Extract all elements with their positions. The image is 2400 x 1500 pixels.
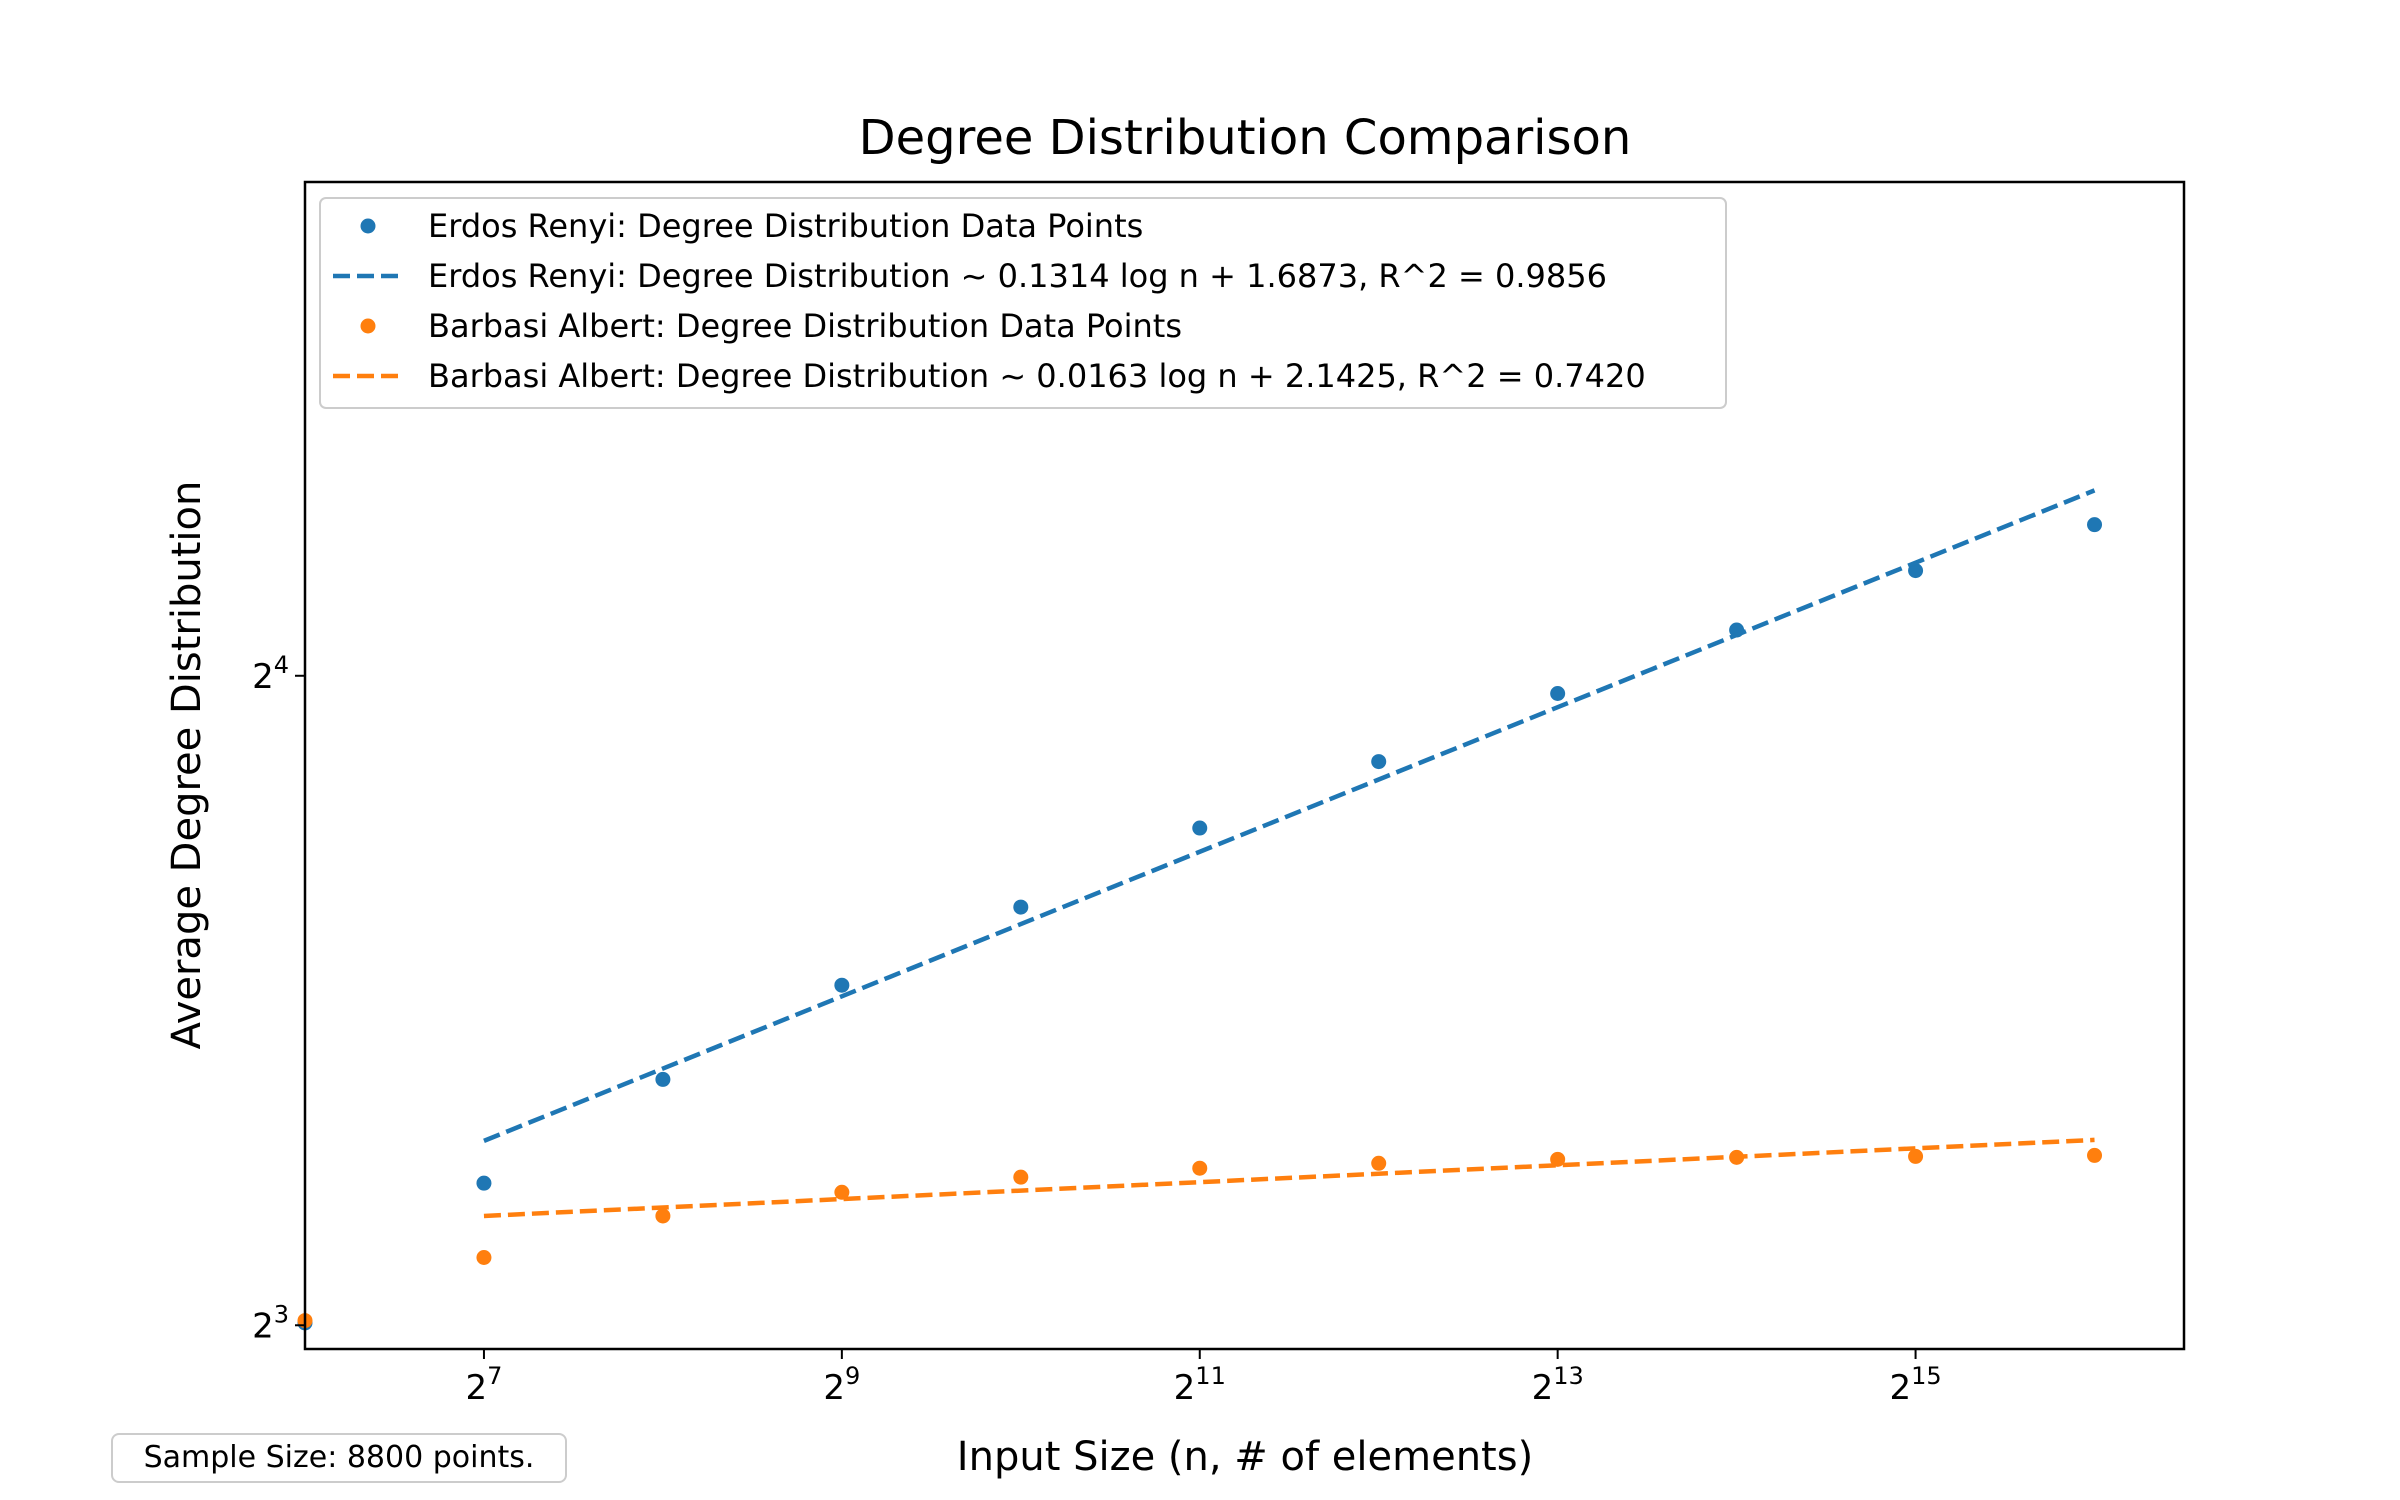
legend-entry-1: Erdos Renyi: Degree Distribution ~ 0.131… bbox=[428, 257, 1607, 295]
chart-title: Degree Distribution Comparison bbox=[859, 110, 1632, 166]
data-point-2-4 bbox=[1013, 1169, 1029, 1185]
y-tick-label-0: 23 bbox=[252, 1300, 289, 1346]
x-tick-label-3: 213 bbox=[1532, 1362, 1584, 1408]
x-axis-label: Input Size (n, # of elements) bbox=[957, 1434, 1533, 1480]
legend-entry-0: Erdos Renyi: Degree Distribution Data Po… bbox=[428, 207, 1143, 245]
fit-line-3 bbox=[483, 1137, 2095, 1219]
data-point-2-5 bbox=[1192, 1160, 1208, 1176]
plot-marks bbox=[297, 488, 2103, 1331]
data-point-0-1 bbox=[476, 1175, 492, 1191]
sample-size-note: Sample Size: 8800 points. bbox=[111, 1433, 567, 1483]
data-point-2-6 bbox=[1371, 1155, 1387, 1171]
x-tick-label-2: 211 bbox=[1174, 1362, 1226, 1408]
legend: Erdos Renyi: Degree Distribution Data Po… bbox=[319, 197, 1727, 409]
x-tick-label-1: 29 bbox=[823, 1362, 860, 1408]
legend-entry-2: Barbasi Albert: Degree Distribution Data… bbox=[428, 307, 1182, 345]
data-point-2-2 bbox=[655, 1208, 671, 1224]
y-axis: 23 24 bbox=[252, 651, 305, 1346]
y-tick-label-1: 24 bbox=[252, 651, 289, 697]
data-point-2-9 bbox=[1908, 1148, 1924, 1164]
data-point-0-7 bbox=[1550, 686, 1566, 702]
data-point-0-5 bbox=[1192, 820, 1208, 836]
legend-point-swatch-2 bbox=[360, 318, 376, 334]
x-tick-label-4: 215 bbox=[1889, 1362, 1941, 1408]
data-point-2-3 bbox=[834, 1184, 850, 1200]
data-point-2-10 bbox=[2087, 1147, 2103, 1163]
plot-frame bbox=[303, 180, 2186, 1351]
x-axis: 27 29 211 213 215 bbox=[465, 1349, 1942, 1408]
data-point-0-6 bbox=[1371, 754, 1387, 770]
legend-box bbox=[319, 197, 1727, 409]
data-point-0-4 bbox=[1013, 899, 1029, 915]
data-point-0-3 bbox=[834, 977, 850, 993]
legend-point-swatch-0 bbox=[360, 218, 376, 234]
data-point-2-1 bbox=[476, 1250, 492, 1266]
y-axis-label: Average Degree Distribution bbox=[164, 481, 210, 1050]
data-point-0-2 bbox=[655, 1071, 671, 1087]
fit-line-1 bbox=[483, 488, 2096, 1143]
x-tick-label-0: 27 bbox=[465, 1362, 502, 1408]
data-point-0-10 bbox=[2087, 517, 2103, 533]
data-point-2-7 bbox=[1550, 1151, 1566, 1167]
legend-entry-3: Barbasi Albert: Degree Distribution ~ 0.… bbox=[428, 357, 1646, 395]
data-point-0-9 bbox=[1908, 563, 1924, 579]
